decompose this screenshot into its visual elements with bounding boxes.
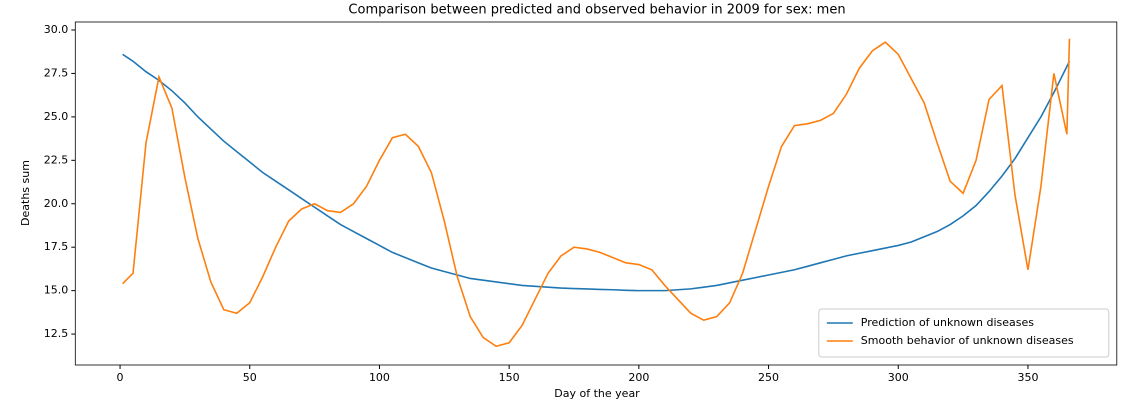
x-tick-label: 350 bbox=[1017, 371, 1038, 384]
x-tick-label: 200 bbox=[628, 371, 649, 384]
y-tick-label: 12.5 bbox=[44, 327, 69, 340]
plot-frame bbox=[74, 21, 1118, 366]
legend-label: Smooth behavior of unknown diseases bbox=[861, 334, 1074, 347]
chart-title: Comparison between predicted and observe… bbox=[348, 3, 845, 18]
legend-box bbox=[818, 308, 1110, 358]
x-tick-label: 250 bbox=[758, 371, 779, 384]
y-tick-label: 25.0 bbox=[44, 110, 69, 123]
series-line bbox=[122, 38, 1071, 348]
y-tick-label: 22.5 bbox=[44, 153, 69, 166]
x-tick-label: 300 bbox=[888, 371, 909, 384]
x-tick-label: 100 bbox=[369, 371, 390, 384]
x-tick-label: 50 bbox=[243, 371, 257, 384]
y-tick-label: 15.0 bbox=[44, 284, 69, 297]
x-tick-label: 0 bbox=[117, 371, 124, 384]
x-axis-label: Day of the year bbox=[554, 387, 640, 400]
legend-label: Prediction of unknown diseases bbox=[861, 316, 1034, 329]
y-tick-label: 30.0 bbox=[44, 23, 69, 36]
x-tick-label: 150 bbox=[499, 371, 520, 384]
series-line bbox=[122, 53, 1071, 292]
y-tick-label: 17.5 bbox=[44, 240, 69, 253]
y-tick-label: 27.5 bbox=[44, 66, 69, 79]
y-axis-label: Deaths sum bbox=[19, 160, 32, 226]
y-tick-label: 20.0 bbox=[44, 197, 69, 210]
